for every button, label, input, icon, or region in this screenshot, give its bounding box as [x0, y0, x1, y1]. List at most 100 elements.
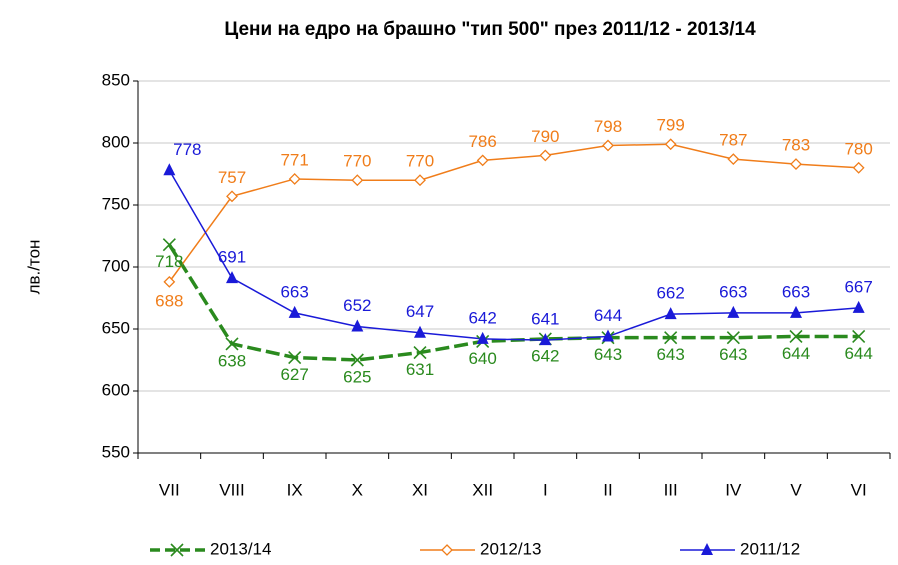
- data-label: 691: [218, 248, 246, 267]
- point: [351, 319, 364, 332]
- point: [163, 163, 176, 176]
- data-label: 780: [844, 139, 872, 158]
- y-tick-label: 650: [102, 318, 130, 337]
- legend-label: 2013/14: [210, 539, 271, 558]
- point: [790, 305, 802, 318]
- y-tick-label: 850: [102, 70, 130, 89]
- point: [852, 161, 865, 174]
- point: [476, 154, 489, 167]
- legend-label: 2012/13: [480, 539, 541, 558]
- data-label: 770: [343, 152, 371, 171]
- legend-marker: [170, 543, 184, 557]
- data-label: 643: [656, 345, 684, 364]
- legend-marker: [441, 544, 453, 556]
- point: [790, 158, 802, 170]
- data-label: 663: [719, 282, 747, 301]
- data-label: 790: [531, 127, 559, 146]
- data-label: 778: [173, 140, 201, 159]
- data-label: 631: [406, 360, 434, 379]
- x-tick-label: XI: [412, 480, 428, 499]
- point: [226, 190, 238, 203]
- x-tick-label: XII: [472, 480, 493, 499]
- data-label: 757: [218, 168, 246, 187]
- point: [163, 275, 176, 288]
- legend-label: 2011/12: [740, 539, 800, 558]
- y-tick-label: 550: [102, 442, 130, 461]
- point: [413, 345, 427, 360]
- series-line: [168, 143, 859, 283]
- data-label: 640: [468, 349, 496, 368]
- point: [162, 238, 176, 252]
- point: [225, 337, 239, 351]
- series-line: [168, 169, 859, 341]
- data-label: 625: [343, 367, 371, 386]
- x-tick-label: IV: [725, 480, 742, 499]
- data-label: 771: [280, 150, 308, 169]
- x-tick-label: VII: [159, 480, 180, 499]
- point: [664, 307, 677, 320]
- data-label: 638: [218, 351, 246, 370]
- point: [852, 300, 865, 313]
- y-tick-label: 700: [102, 256, 130, 275]
- x-tick-label: X: [352, 480, 363, 499]
- point: [664, 331, 678, 345]
- data-label: 663: [280, 282, 308, 301]
- data-label: 786: [468, 132, 496, 151]
- series-line: [167, 243, 859, 362]
- point: [351, 174, 364, 187]
- data-label: 770: [406, 152, 434, 171]
- data-label: 644: [782, 344, 810, 363]
- data-label: 641: [531, 310, 559, 329]
- data-label: 652: [343, 296, 371, 315]
- x-tick-label: I: [543, 480, 548, 499]
- point: [288, 173, 301, 185]
- point: [350, 353, 364, 367]
- point: [414, 174, 426, 187]
- data-label: 642: [468, 308, 496, 327]
- point: [602, 329, 614, 342]
- data-label: 643: [719, 345, 747, 364]
- point: [414, 325, 426, 338]
- y-tick-label: 800: [102, 132, 130, 151]
- data-label: 627: [280, 365, 308, 384]
- y-axis-label: лв./тон: [24, 240, 43, 295]
- point: [852, 329, 866, 344]
- point: [789, 329, 803, 344]
- point: [288, 305, 301, 318]
- data-label: 718: [155, 252, 183, 271]
- legend-marker: [701, 543, 713, 555]
- point: [539, 333, 552, 346]
- data-label: 662: [656, 284, 684, 303]
- y-tick-label: 600: [102, 380, 130, 399]
- point: [476, 331, 489, 344]
- data-label: 643: [594, 345, 622, 364]
- data-label: 688: [155, 291, 183, 310]
- point: [226, 271, 238, 284]
- data-label: 644: [594, 306, 622, 325]
- x-tick-label: II: [603, 480, 612, 499]
- data-label: 642: [531, 346, 559, 365]
- data-label: 663: [782, 282, 810, 301]
- data-label: 644: [844, 344, 872, 363]
- x-tick-label: VIII: [219, 480, 245, 499]
- point: [727, 153, 740, 166]
- point: [602, 139, 614, 152]
- x-tick-label: IX: [287, 480, 303, 499]
- point: [288, 350, 302, 365]
- data-label: 798: [594, 117, 622, 136]
- data-label: 647: [406, 302, 434, 321]
- data-label: 667: [844, 277, 872, 296]
- chart-title: Цени на едро на брашно "тип 500" през 20…: [224, 19, 756, 40]
- data-label: 787: [719, 131, 747, 150]
- data-label: 799: [656, 116, 684, 135]
- data-label: 783: [782, 136, 810, 155]
- point: [726, 331, 740, 345]
- point: [539, 149, 552, 162]
- x-tick-label: VI: [851, 480, 867, 499]
- x-tick-label: III: [664, 480, 678, 499]
- point: [727, 305, 740, 318]
- point: [664, 138, 677, 151]
- x-tick-label: V: [790, 480, 802, 499]
- y-tick-label: 750: [102, 194, 130, 213]
